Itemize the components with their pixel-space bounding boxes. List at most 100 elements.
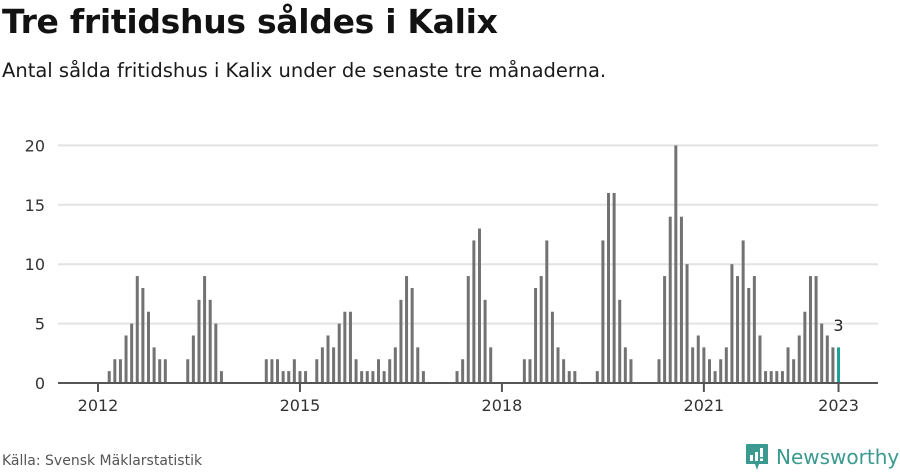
- newsworthy-logo[interactable]: Newsworthy: [745, 443, 899, 471]
- brand-name: Newsworthy: [776, 445, 900, 469]
- bar: [522, 359, 526, 383]
- bar: [741, 240, 745, 383]
- bar: [388, 359, 392, 383]
- bar: [663, 276, 667, 383]
- x-tick-label: 2018: [482, 396, 523, 415]
- bar: [354, 359, 358, 383]
- bar: [764, 371, 768, 383]
- bar: [730, 264, 734, 383]
- source-text: Källa: Svensk Mäklarstatistik: [2, 453, 203, 469]
- bar: [276, 359, 280, 383]
- bar: [567, 371, 571, 383]
- bar: [320, 347, 324, 383]
- bar: [163, 359, 167, 383]
- bar: [360, 371, 364, 383]
- bar: [562, 359, 566, 383]
- bar: [146, 311, 150, 383]
- bar: [315, 359, 319, 383]
- bar: [208, 299, 212, 383]
- bar: [713, 371, 717, 383]
- x-tick-label: 2012: [78, 396, 119, 415]
- bar: [629, 359, 633, 383]
- bar: [696, 335, 700, 383]
- bar: [724, 347, 728, 383]
- bar: [528, 359, 532, 383]
- bar: [377, 359, 380, 383]
- bar: [612, 192, 616, 383]
- bar: [747, 287, 751, 383]
- bar: [152, 347, 156, 383]
- bar: [831, 347, 835, 383]
- bar: [814, 276, 818, 383]
- chart-subtitle: Antal sålda fritidshus i Kalix under de …: [2, 59, 607, 82]
- bar: [803, 311, 807, 383]
- bar: [332, 347, 336, 383]
- bar: [601, 240, 605, 383]
- bar: [702, 347, 706, 383]
- bar: [792, 359, 796, 383]
- bar: [820, 323, 824, 383]
- bar: [214, 323, 218, 383]
- bar: [410, 287, 414, 383]
- bar: [416, 347, 420, 383]
- bar: [623, 347, 627, 383]
- bar: [124, 335, 128, 383]
- bar: [326, 335, 330, 383]
- bar: [752, 276, 756, 383]
- bar: [545, 240, 549, 383]
- bars: [107, 145, 841, 383]
- y-axis-labels: 0 5 10 15 20: [25, 136, 45, 393]
- bar: [405, 276, 409, 383]
- bar: [685, 264, 689, 383]
- chart-title: Tre fritidshus såldes i Kalix: [2, 2, 498, 41]
- bar: [298, 371, 302, 383]
- y-tick-label: 5: [35, 315, 45, 334]
- bar: [264, 359, 268, 383]
- bar: [107, 371, 111, 383]
- bar: [825, 335, 829, 383]
- bar: [287, 371, 291, 383]
- bar: [674, 145, 678, 383]
- x-axis-ticks: 2012 2015 2018 2021 2023: [78, 384, 859, 415]
- bar: [382, 371, 386, 383]
- bar: [203, 276, 207, 383]
- bar: [343, 311, 347, 383]
- x-tick-label: 2023: [818, 396, 859, 415]
- bar: [607, 192, 611, 383]
- bar: [550, 311, 554, 383]
- bar: [595, 371, 599, 383]
- bar: [539, 276, 543, 383]
- bar: [455, 371, 459, 383]
- bar: [472, 240, 476, 383]
- bar: [219, 371, 223, 383]
- bar: [556, 347, 560, 383]
- bar: [736, 276, 740, 383]
- bar: [808, 276, 812, 383]
- bar-chart-speech-bubble-icon: [746, 444, 768, 470]
- bar: [780, 371, 784, 383]
- bar: [466, 276, 470, 383]
- bar: [691, 347, 695, 383]
- bar: [461, 359, 465, 383]
- bar: [421, 371, 425, 383]
- bar: [292, 359, 296, 383]
- x-tick-label: 2021: [684, 396, 725, 415]
- bar: [281, 371, 285, 383]
- bar: [786, 347, 790, 383]
- bar: [707, 359, 711, 383]
- bar: [837, 347, 841, 383]
- bar: [191, 335, 195, 383]
- bar: [477, 228, 481, 383]
- y-tick-label: 0: [35, 374, 45, 393]
- bar: [775, 371, 779, 383]
- bar: [113, 359, 117, 383]
- bar: [197, 299, 201, 383]
- bar: [304, 371, 308, 383]
- y-tick-label: 10: [25, 255, 45, 274]
- bar: [365, 371, 369, 383]
- bar: [399, 299, 403, 383]
- bar: [186, 359, 190, 383]
- bar: [141, 287, 145, 383]
- bar: [337, 323, 341, 383]
- bar: [534, 287, 538, 383]
